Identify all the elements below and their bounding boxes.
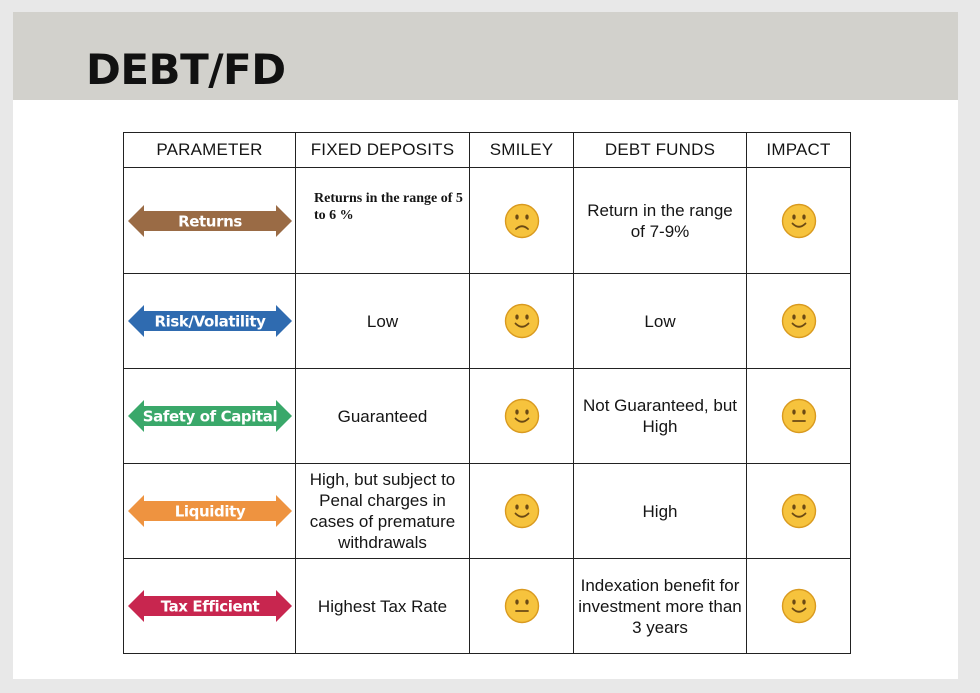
table-row: Tax Efficient Highest Tax Rate Indexatio… [123, 558, 851, 654]
happy-face-icon [751, 303, 846, 339]
debt-funds-cell: High [573, 463, 747, 559]
parameter-label: Liquidity [175, 503, 246, 521]
header-band [13, 12, 958, 100]
fixed-deposits-cell: High, but subject to Penal charges in ca… [295, 463, 470, 559]
parameter-label: Returns [178, 212, 242, 230]
parameter-cell: Returns [123, 167, 296, 274]
page-title: DEBT/FD [86, 45, 286, 94]
neutral-face-icon [474, 588, 569, 624]
parameter-arrow-badge: Liquidity [128, 495, 292, 527]
table-row: Safety of Capital Guaranteed Not Guarant… [123, 368, 851, 464]
neutral-face-icon [751, 398, 846, 434]
smiley-cell [469, 167, 574, 274]
happy-face-icon [751, 588, 846, 624]
column-header-impact: IMPACT [746, 132, 851, 168]
happy-face-icon [474, 493, 569, 529]
debt-funds-cell: Return in the range of 7-9% [573, 167, 747, 274]
fixed-deposits-cell: Low [295, 273, 470, 369]
slide: DEBT/FD PARAMETER FIXED DEPOSITS SMILEY … [13, 12, 958, 679]
debt-funds-cell: Indexation benefit for investment more t… [573, 558, 747, 654]
debt-funds-cell: Low [573, 273, 747, 369]
frown-face-icon [474, 203, 569, 239]
fixed-deposits-cell: Guaranteed [295, 368, 470, 464]
parameter-cell: Liquidity [123, 463, 296, 559]
smiley-cell [469, 273, 574, 369]
parameter-arrow-badge: Safety of Capital [128, 400, 292, 432]
column-header-fixed-deposits: FIXED DEPOSITS [295, 132, 470, 168]
fixed-deposits-cell: Highest Tax Rate [295, 558, 470, 654]
debt-funds-cell: Not Guaranteed, but High [573, 368, 747, 464]
happy-face-icon [751, 203, 846, 239]
happy-face-icon [474, 303, 569, 339]
column-header-smiley: SMILEY [469, 132, 574, 168]
happy-face-icon [751, 493, 846, 529]
parameter-label: Safety of Capital [143, 408, 278, 426]
parameter-arrow-badge: Tax Efficient [128, 590, 292, 622]
table-row: Risk/Volatility Low Low [123, 273, 851, 369]
impact-cell [746, 463, 851, 559]
parameter-cell: Safety of Capital [123, 368, 296, 464]
fixed-deposits-cell: Returns in the range of 5 to 6 % [295, 167, 470, 274]
header-row: PARAMETER FIXED DEPOSITS SMILEY DEBT FUN… [123, 132, 851, 168]
impact-cell [746, 368, 851, 464]
column-header-parameter: PARAMETER [123, 132, 296, 168]
parameter-cell: Tax Efficient [123, 558, 296, 654]
impact-cell [746, 273, 851, 369]
parameter-arrow-badge: Risk/Volatility [128, 305, 292, 337]
happy-face-icon [474, 398, 569, 434]
parameter-cell: Risk/Volatility [123, 273, 296, 369]
parameter-arrow-badge: Returns [128, 204, 292, 237]
comparison-table: PARAMETER FIXED DEPOSITS SMILEY DEBT FUN… [123, 132, 851, 654]
impact-cell [746, 167, 851, 274]
smiley-cell [469, 368, 574, 464]
parameter-label: Tax Efficient [161, 598, 260, 616]
impact-cell [746, 558, 851, 654]
table-row: Liquidity High, but subject to Penal cha… [123, 463, 851, 559]
parameter-label: Risk/Volatility [155, 313, 267, 331]
table-row: Returns Returns in the range of 5 to 6 %… [123, 167, 851, 274]
column-header-debt-funds: DEBT FUNDS [573, 132, 747, 168]
smiley-cell [469, 463, 574, 559]
smiley-cell [469, 558, 574, 654]
